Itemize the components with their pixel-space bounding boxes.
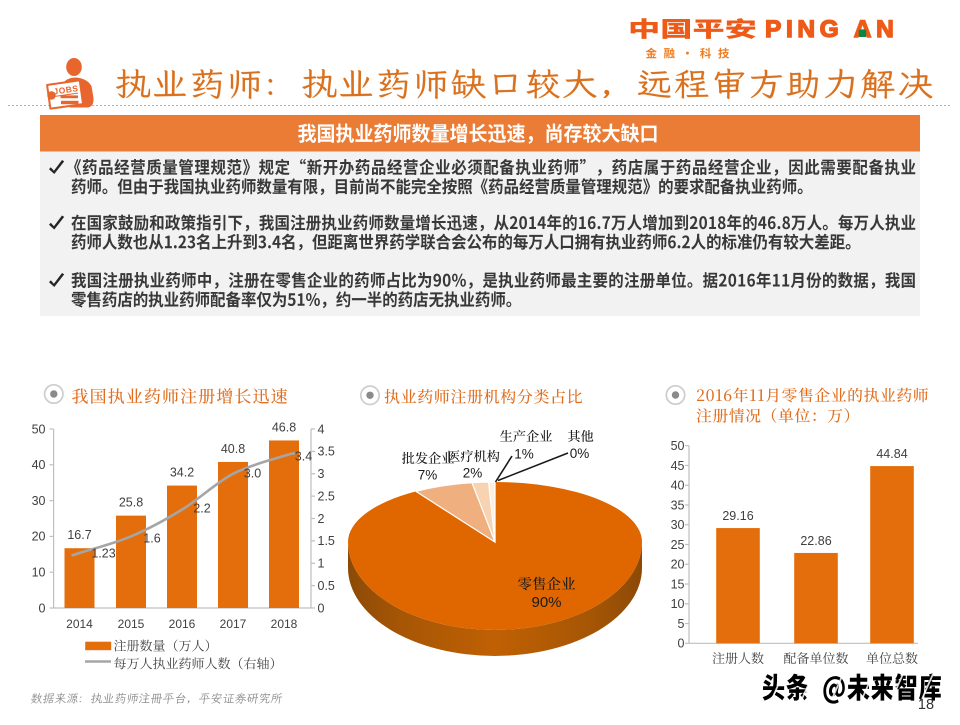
svg-text:JOBS: JOBS [53, 83, 79, 96]
svg-text:15: 15 [671, 577, 685, 591]
svg-text:2014: 2014 [66, 617, 93, 631]
svg-text:29.16: 29.16 [722, 509, 753, 523]
svg-text:3: 3 [318, 467, 325, 481]
svg-text:16.7: 16.7 [67, 528, 91, 542]
svg-text:50: 50 [32, 422, 46, 436]
svg-text:45: 45 [671, 459, 685, 473]
svg-text:0: 0 [678, 637, 685, 651]
svg-text:40: 40 [32, 458, 46, 472]
svg-text:1.23: 1.23 [91, 547, 115, 561]
svg-text:50: 50 [671, 439, 685, 453]
svg-text:2017: 2017 [220, 617, 247, 631]
svg-text:1.6: 1.6 [143, 532, 160, 546]
svg-text:3.4: 3.4 [295, 449, 312, 463]
svg-text:0: 0 [318, 601, 325, 615]
svg-text:2015: 2015 [118, 617, 145, 631]
svg-text:18: 18 [918, 697, 934, 713]
svg-text:5: 5 [678, 617, 685, 631]
svg-text:3.0: 3.0 [244, 467, 261, 481]
svg-text:30: 30 [32, 494, 46, 508]
svg-text:20: 20 [671, 558, 685, 572]
svg-text:44.84: 44.84 [876, 447, 907, 461]
svg-text:2.5: 2.5 [318, 489, 335, 503]
svg-text:2016: 2016 [169, 617, 196, 631]
svg-text:7%: 7% [418, 468, 438, 483]
svg-text:35: 35 [671, 498, 685, 512]
svg-text:2: 2 [318, 512, 325, 526]
svg-text:1%: 1% [514, 447, 534, 462]
svg-text:10: 10 [32, 566, 46, 580]
svg-text:30: 30 [671, 518, 685, 532]
svg-text:0.5: 0.5 [318, 579, 335, 593]
svg-text:2%: 2% [463, 466, 483, 481]
svg-text:4: 4 [318, 422, 325, 436]
svg-text:1.5: 1.5 [318, 534, 335, 548]
svg-text:PING AN: PING AN [765, 16, 898, 43]
svg-text:25.8: 25.8 [119, 496, 143, 510]
svg-text:2018: 2018 [271, 617, 298, 631]
svg-text:90%: 90% [531, 594, 561, 611]
svg-text:0%: 0% [570, 446, 590, 461]
svg-text:3.5: 3.5 [318, 445, 335, 459]
svg-text:0: 0 [39, 601, 46, 615]
svg-text:40.8: 40.8 [221, 442, 245, 456]
svg-text:34.2: 34.2 [170, 466, 194, 480]
svg-text:10: 10 [671, 597, 685, 611]
svg-text:25: 25 [671, 538, 685, 552]
svg-text:1: 1 [318, 557, 325, 571]
svg-text:22.86: 22.86 [800, 534, 831, 548]
svg-text:40: 40 [671, 479, 685, 493]
svg-text:46.8: 46.8 [272, 420, 296, 434]
svg-text:20: 20 [32, 530, 46, 544]
svg-text:2.2: 2.2 [193, 502, 210, 516]
